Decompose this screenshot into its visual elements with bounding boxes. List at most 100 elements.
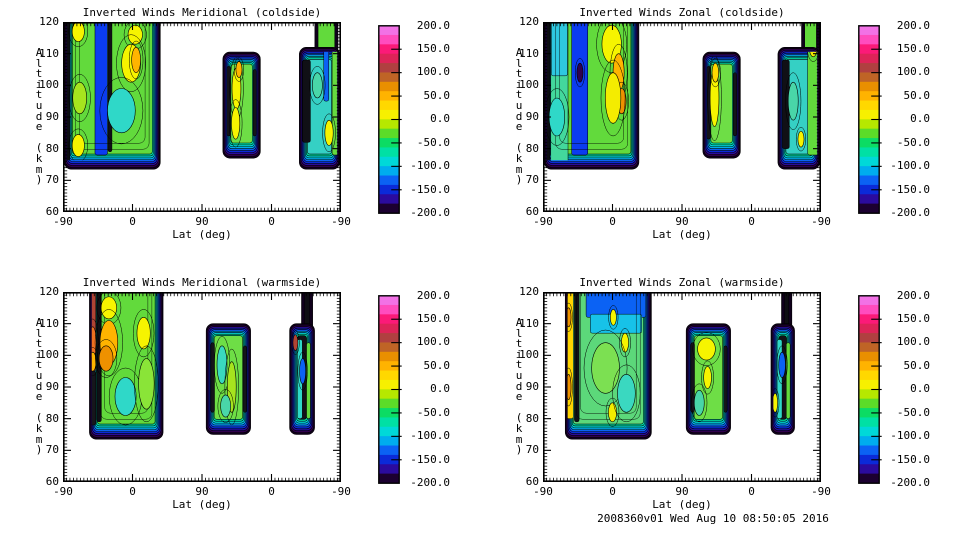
colorbar-band [378,436,400,446]
colorbar-tick-label: 0.0 [910,382,930,396]
y-tick-label: 120 [519,285,539,298]
colorbar-band [858,436,880,446]
x-tick-label: -90 [533,485,553,498]
y-tick-label: 60 [45,205,59,218]
colorbar-band [858,109,880,120]
y-tick-label: 70 [525,443,539,457]
colorbar-band [858,53,880,64]
colorbar-band [378,398,400,409]
contour-streak [546,22,550,161]
contour-spot [601,24,622,64]
y-tick-label: 60 [45,475,59,488]
colorbar-band [858,389,880,400]
x-tick-label: 90 [195,215,209,228]
colorbar-band [378,445,400,456]
contour-spot [91,351,97,372]
colorbar-tick-label: 150.0 [896,42,930,56]
x-tick-label: -90 [331,485,351,498]
contour-streak [242,345,247,413]
contour-plot [543,22,821,212]
colorbar-band [858,166,880,176]
y-tick-label: 80 [45,411,59,425]
colorbar-band [378,72,400,83]
colorbar-band [378,156,400,167]
x-tick-label: 0 [268,485,275,498]
x-tick-label: -90 [811,485,831,498]
contour-streak [733,72,738,137]
colorbar-band [378,119,400,130]
colorbar-band [858,370,880,381]
contour-streak [776,339,783,419]
contour-spot [693,389,705,416]
colorbar-band [378,361,400,371]
colorbar-tick-label: 200.0 [896,288,930,302]
colorbar-band [378,408,400,418]
plot-border [63,22,341,212]
contour-spot [235,61,243,78]
y-tick-label: 90 [525,110,539,123]
colorbar-band [858,295,880,306]
x-tick-label: 90 [675,485,689,498]
colorbar-tick-label: -100.0 [410,159,450,173]
colorbar-band [858,25,880,36]
contour-region [685,323,731,435]
panel-title: Inverted Winds Zonal (warmside) [579,276,785,289]
contour-streak [210,342,215,413]
contour-streak [252,69,257,137]
x-tick-label: 90 [675,215,689,228]
contour-spot [71,22,85,42]
contour-spot [787,81,799,121]
y-axis-label: A l t i t u d e ( k m ) [515,46,523,187]
contour-spot [216,345,228,385]
colorbar-band [378,166,400,176]
contour-spot [98,345,114,372]
x-tick-label: -90 [53,485,73,498]
contour-spot [324,119,334,146]
y-tick-label: 70 [45,173,59,187]
x-tick-label: 0 [609,215,616,228]
x-tick-label: -90 [53,215,73,228]
colorbar-band [858,156,880,167]
colorbar-tick-label: 0.0 [910,112,930,126]
colorbar-tick-label: -200.0 [890,206,930,219]
colorbar-band [858,333,880,343]
contour-streak [571,22,589,156]
y-tick-label: 100 [519,348,539,362]
x-tick-label: 0 [748,485,755,498]
y-axis-label: A l t i t u d e ( k m ) [35,316,43,457]
contour-spot [797,130,805,148]
x-tick-label: 0 [129,485,136,498]
colorbar-tick-label: -50.0 [896,405,930,419]
colorbar-tick-label: -100.0 [410,429,450,443]
contour-spot [72,81,87,115]
colorbar-band [858,454,880,465]
contour-spot [778,351,786,378]
colorbar-band [858,473,880,484]
colorbar-band [378,147,400,158]
y-tick-label: 70 [45,443,59,457]
contour-streak [574,292,580,423]
contour-spot [220,394,231,418]
colorbar-band [858,323,880,334]
contour-spot [231,107,241,140]
contour-region [702,51,741,159]
colorbar-tick-label: 100.0 [416,65,450,79]
contour-region [89,292,164,440]
y-tick-label: 100 [519,78,539,92]
colorbar-tick-label: 150.0 [416,42,450,56]
colorbar [858,25,882,214]
contour-plot [63,22,341,212]
y-axis-label: A l t i t u d e ( k m ) [35,46,43,187]
x-axis-label: Lat (deg) [172,228,232,241]
colorbar-band [378,333,400,343]
colorbar-tick-label: 200.0 [416,288,450,302]
y-tick-label: 80 [525,141,539,155]
colorbar-band [858,408,880,418]
colorbar-band [378,194,400,205]
colorbar-band [858,91,880,101]
plot-border [63,292,341,482]
x-tick-label: 90 [195,485,209,498]
colorbar-tick-label: 0.0 [430,112,450,126]
contour-spot [127,24,143,45]
contour-region [222,51,261,159]
